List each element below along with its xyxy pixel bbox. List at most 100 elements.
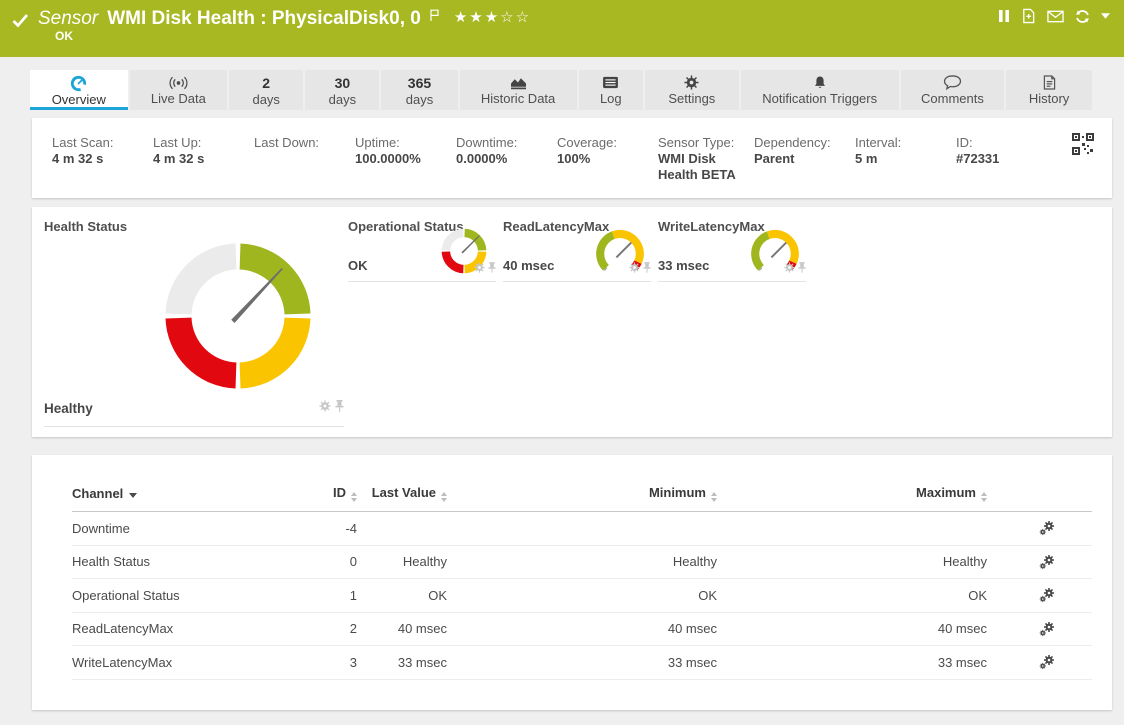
tab-overview[interactable]: Overview	[30, 70, 128, 110]
channel-last-value: 40 msec	[357, 621, 447, 636]
more-menu-caret[interactable]	[1101, 13, 1110, 19]
channel-minimum: Healthy	[447, 554, 717, 569]
gauge-settings-gear-icon[interactable]	[629, 260, 640, 278]
tab-30-days[interactable]: 30 days	[305, 70, 379, 110]
object-kind-label: Sensor	[38, 8, 98, 30]
channel-id: 0	[292, 554, 357, 569]
broadcast-icon	[168, 75, 189, 90]
channel-name: Operational Status	[72, 588, 292, 603]
gauge-pin-icon[interactable]	[335, 399, 344, 417]
info-field-sensor-type: Sensor Type: WMI Disk Health BETA	[658, 135, 754, 198]
info-field-dependency: Dependency: Parent	[754, 135, 855, 198]
tab-bar: Overview Live Data 2 days 30 days 365 da…	[30, 70, 1094, 110]
channel-minimum: OK	[447, 588, 717, 603]
channel-last-value: Healthy	[357, 554, 447, 569]
channel-settings-gears-icon[interactable]	[987, 554, 1092, 570]
table-header-row: Channel ID Last Value Minimum Maximum	[72, 485, 1092, 512]
tab-history[interactable]: History	[1006, 70, 1092, 110]
info-field-uptime: Uptime: 100.0000%	[355, 135, 456, 198]
table-row[interactable]: Health Status 0 Healthy Healthy Healthy	[72, 546, 1092, 580]
tab-historic-data[interactable]: Historic Data	[460, 70, 577, 110]
table-row[interactable]: Operational Status 1 OK OK OK	[72, 579, 1092, 613]
gauge-pin-icon[interactable]	[488, 260, 496, 278]
sensor-status-text: OK	[55, 29, 73, 43]
health-status-gauge	[159, 237, 317, 395]
channel-last-value: 33 msec	[357, 655, 447, 670]
table-row[interactable]: WriteLatencyMax 3 33 msec 33 msec 33 mse…	[72, 646, 1092, 680]
channel-name: ReadLatencyMax	[72, 621, 292, 636]
channel-id: 3	[292, 655, 357, 670]
info-field-last-up: Last Up: 4 m 32 s	[153, 135, 254, 198]
gauge-pin-icon[interactable]	[643, 260, 651, 278]
bell-icon	[813, 75, 827, 90]
create-report-button[interactable]	[1021, 8, 1036, 24]
channel-settings-gears-icon[interactable]	[987, 587, 1092, 603]
column-header-id[interactable]: ID	[292, 485, 357, 502]
sort-caret-icon	[129, 493, 137, 498]
column-header-minimum[interactable]: Minimum	[447, 485, 717, 502]
channel-name: Downtime	[72, 521, 292, 536]
channel-maximum: 40 msec	[717, 621, 987, 636]
channel-minimum: 40 msec	[447, 621, 717, 636]
gear-icon	[684, 75, 699, 90]
table-row[interactable]: Downtime -4	[72, 512, 1092, 546]
column-header-channel[interactable]: Channel	[72, 486, 292, 501]
gauge-needle	[771, 243, 786, 258]
send-email-button[interactable]	[1047, 10, 1064, 23]
channel-settings-gears-icon[interactable]	[987, 520, 1092, 536]
gauge-value: Healthy	[44, 401, 93, 416]
gauge-value: 33 msec	[658, 258, 709, 273]
sensor-info-bar: Last Scan: 4 m 32 s Last Up: 4 m 32 s La…	[32, 118, 1112, 198]
sensor-header-bar: Sensor WMI Disk Health : PhysicalDisk0, …	[0, 0, 1124, 57]
operational-status-gauge-block: Operational Status OK	[348, 219, 496, 282]
channel-maximum: OK	[717, 588, 987, 603]
tab-live-data[interactable]: Live Data	[130, 70, 228, 110]
channel-last-value: OK	[357, 588, 447, 603]
log-icon	[602, 75, 619, 90]
channel-id: 1	[292, 588, 357, 603]
pause-button[interactable]	[998, 9, 1010, 23]
gauge-settings-gear-icon[interactable]	[319, 399, 331, 417]
column-header-maximum[interactable]: Maximum	[717, 485, 987, 502]
channel-name: WriteLatencyMax	[72, 655, 292, 670]
gauge-icon	[70, 75, 87, 91]
gauge-value: OK	[348, 258, 368, 273]
qr-code-icon[interactable]	[1072, 133, 1094, 198]
gauges-panel: Health Status Healthy Operational	[32, 207, 1112, 437]
table-row[interactable]: ReadLatencyMax 2 40 msec 40 msec 40 msec	[72, 613, 1092, 647]
gauge-needle	[616, 243, 631, 258]
read-latency-gauge-block: ReadLatencyMax 40 msec	[503, 219, 651, 282]
channel-table-card: Channel ID Last Value Minimum Maximum Do…	[32, 455, 1112, 710]
gauge-pin-icon[interactable]	[798, 260, 806, 278]
info-field-id: ID: #72331	[956, 135, 1057, 198]
gauge-settings-gear-icon[interactable]	[474, 260, 485, 278]
tab-notification-triggers[interactable]: Notification Triggers	[741, 70, 899, 110]
channel-settings-gears-icon[interactable]	[987, 621, 1092, 637]
tab-log[interactable]: Log	[579, 70, 643, 110]
health-status-gauge-block: Health Status Healthy	[44, 219, 344, 427]
gauge-title: Health Status	[44, 219, 344, 234]
tab-comments[interactable]: Comments	[901, 70, 1004, 110]
write-latency-gauge-block: WriteLatencyMax 33 msec	[658, 219, 806, 282]
flag-icon[interactable]	[430, 9, 439, 21]
tab-2-days[interactable]: 2 days	[229, 70, 303, 110]
tab-settings[interactable]: Settings	[645, 70, 739, 110]
info-field-downtime: Downtime: 0.0000%	[456, 135, 557, 198]
column-header-last-value[interactable]: Last Value	[357, 485, 447, 502]
channel-maximum: Healthy	[717, 554, 987, 569]
refresh-button[interactable]	[1075, 9, 1090, 24]
info-field-interval: Interval: 5 m	[855, 135, 956, 198]
status-ok-check-icon	[12, 13, 29, 28]
channel-id: 2	[292, 621, 357, 636]
channel-minimum: 33 msec	[447, 655, 717, 670]
sort-arrows-icon	[981, 492, 987, 502]
tab-365-days[interactable]: 365 days	[381, 70, 457, 110]
speech-bubble-icon	[943, 75, 962, 90]
header-actions	[998, 8, 1110, 24]
info-field-last-scan: Last Scan: 4 m 32 s	[52, 135, 153, 198]
channel-settings-gears-icon[interactable]	[987, 654, 1092, 670]
priority-stars[interactable]: ★★★☆☆	[454, 8, 531, 26]
gauge-settings-gear-icon[interactable]	[784, 260, 795, 278]
info-field-last-down: Last Down:	[254, 135, 355, 198]
info-field-coverage: Coverage: 100%	[557, 135, 658, 198]
